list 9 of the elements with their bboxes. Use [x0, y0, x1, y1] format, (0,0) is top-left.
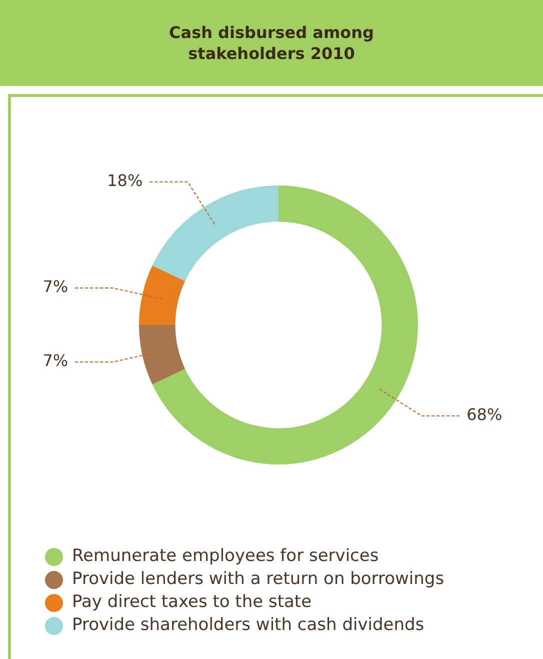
- data-label: 7%: [42, 351, 68, 370]
- chart-title: Cash disbursed among stakeholders 2010: [168, 22, 375, 64]
- data-label: 68%: [466, 404, 502, 424]
- legend-label: Provide lenders with a return on borrowings: [72, 568, 444, 591]
- legend-label: Provide shareholders with cash dividends: [72, 614, 424, 637]
- legend-label: Pay direct taxes to the state: [72, 591, 312, 614]
- data-label: 7%: [42, 277, 68, 296]
- legend-label: Remunerate employees for services: [72, 545, 379, 568]
- data-label: 18%: [107, 171, 143, 190]
